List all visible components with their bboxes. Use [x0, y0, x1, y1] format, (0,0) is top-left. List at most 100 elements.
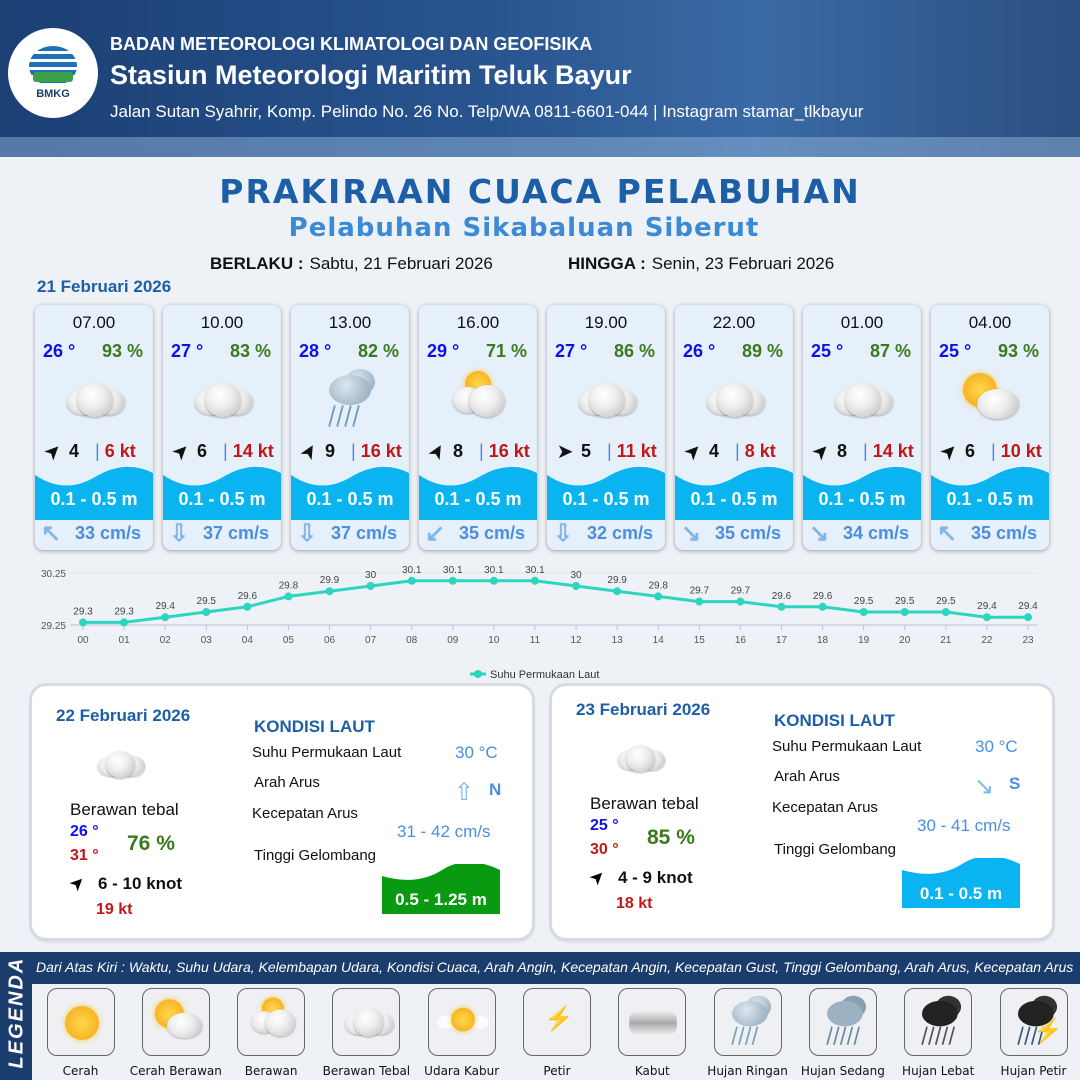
- gust-speed: 14 kt: [863, 441, 914, 462]
- x-tick-label: 18: [817, 635, 829, 646]
- sst-point: [859, 608, 868, 616]
- gust-speed: 14 kt: [223, 441, 274, 462]
- current-speed: 37 cm/s: [203, 523, 270, 543]
- sst-line: [83, 579, 1028, 624]
- legend-marker: [474, 670, 482, 678]
- wave-icon: [382, 864, 500, 914]
- petir-icon: ⚡: [523, 988, 591, 1056]
- x-tick-label: 14: [653, 635, 665, 646]
- x-tick-label: 22: [981, 635, 993, 646]
- wind-speed: 6: [965, 441, 976, 461]
- data-label: 29.4: [1018, 601, 1038, 612]
- air-temperature: 25 °: [811, 341, 844, 361]
- legend-item-label: Petir: [543, 1064, 571, 1078]
- wave-icon: [163, 466, 281, 520]
- x-tick-label: 20: [899, 635, 911, 646]
- humidity: 82 %: [357, 341, 399, 361]
- cerah-berawan-icon: [141, 988, 210, 1056]
- wind-direction-icon: ➤: [679, 438, 708, 466]
- forecast-card: 01.00 25 ° 87 % ➤ 8 14 kt 0.1 - 0.5 m ↘ …: [803, 305, 921, 550]
- sst-point: [736, 597, 745, 606]
- wind-speed: 8: [453, 441, 464, 461]
- wind-speed: 4 - 9 knot: [618, 868, 693, 887]
- wave-icon: [419, 466, 537, 520]
- hujan-sedang-icon: [808, 988, 877, 1056]
- berawan-tebal-weather-icon: [187, 367, 257, 431]
- legend-item-label: Berawan: [244, 1064, 298, 1078]
- max-temperature: 31 °: [70, 847, 99, 864]
- berawan-tebal-weather-icon: [699, 367, 769, 431]
- x-tick-label: 06: [324, 635, 336, 646]
- forecast-card: 19.00 27 ° 86 % ➤ 5 11 kt 0.1 - 0.5 m ⇩ …: [547, 305, 665, 550]
- valid-from-date: Sabtu, 21 Februari 2026: [309, 254, 493, 273]
- sst-point: [613, 587, 622, 596]
- legend-item: Cerah: [33, 988, 128, 1078]
- data-label: 29.6: [238, 591, 258, 602]
- legend-item-label: Hujan Petir: [1000, 1064, 1067, 1078]
- berawan-weather-icon: [443, 367, 513, 431]
- legend-item: Kabut: [605, 988, 700, 1078]
- wind-direction-icon: ➤: [64, 870, 90, 896]
- humidity: 71 %: [485, 341, 527, 361]
- humidity: 87 %: [869, 341, 911, 361]
- wave-height: 0.1 - 0.5 m: [306, 489, 394, 509]
- wind-direction-icon: ➤: [39, 438, 68, 466]
- gust-speed: 16 kt: [479, 441, 530, 462]
- wave-height: 0.1 - 0.5 m: [690, 489, 778, 509]
- sst-point: [530, 576, 539, 585]
- air-temperature: 27 °: [171, 341, 204, 361]
- wave-icon: [931, 466, 1049, 520]
- legend-item-label: Hujan Lebat: [902, 1064, 975, 1078]
- data-label: 29.6: [813, 591, 833, 602]
- sst-point: [120, 618, 129, 627]
- forecast-time: 13.00: [328, 313, 372, 332]
- legend-item: Hujan Ringan: [700, 988, 795, 1078]
- wind-direction-icon: ➤: [556, 441, 574, 463]
- wave-height: 0.1 - 0.5 m: [818, 489, 906, 509]
- data-label: 29.4: [977, 601, 997, 612]
- current-speed: 37 cm/s: [331, 523, 398, 543]
- x-tick-label: 12: [570, 635, 582, 646]
- data-label: 29.5: [854, 596, 874, 607]
- wave-height: 0.5 - 1.25 m: [395, 890, 487, 909]
- forecast-card: 16.00 29 ° 71 % ➤ 8 16 kt 0.1 - 0.5 m ↙ …: [419, 305, 537, 550]
- x-tick-label: 11: [530, 635, 541, 646]
- legend-item-label: Cerah Berawan: [129, 1064, 222, 1078]
- harbor-background: [0, 137, 1080, 157]
- wind-speed: 6: [197, 441, 208, 461]
- current-direction-icon: ↘: [681, 520, 702, 547]
- berawan-tebal-weather-icon: [612, 732, 682, 782]
- wind-direction-icon: ➤: [295, 438, 324, 465]
- sst-chart: 29.25 30.25 00 01 02 03 04 05 06 07 08 09 10 11 12 13 14…: [41, 565, 1038, 681]
- data-label: 29.9: [607, 575, 627, 586]
- x-tick-label: 17: [776, 635, 788, 646]
- current-speed: 30 - 41 cm/s: [917, 816, 1011, 835]
- humidity: 85 %: [647, 826, 695, 849]
- org-name: BADAN METEOROLOGI KLIMATOLOGI DAN GEOFIS…: [110, 34, 593, 54]
- data-label: 29.5: [936, 596, 956, 607]
- sst-label: Suhu Permukaan Laut: [772, 738, 922, 755]
- port-name: Pelabuhan Sikabaluan Siberut: [288, 213, 760, 243]
- x-tick-label: 08: [406, 635, 418, 646]
- legend-label: Suhu Permukaan Laut: [490, 669, 599, 681]
- wind-speed: 9: [325, 441, 336, 461]
- sst-point: [366, 582, 375, 590]
- humidity: 93 %: [101, 341, 143, 361]
- weather-condition: Berawan tebal: [590, 794, 699, 813]
- data-label: 29.7: [690, 586, 710, 597]
- gust-speed: 19 kt: [96, 901, 133, 918]
- current-direction-icon: ⇩: [553, 520, 574, 547]
- wave-icon: [291, 466, 409, 520]
- sst-point: [1024, 613, 1032, 622]
- x-tick-label: 16: [735, 635, 747, 646]
- data-label: 29.5: [895, 596, 915, 607]
- berawan-tebal-icon: [332, 988, 401, 1056]
- current-speed-label: Kecepatan Arus: [252, 805, 358, 822]
- current-direction-icon: ⇧: [454, 779, 475, 806]
- x-tick-label: 15: [694, 635, 706, 646]
- forecast-time: 07.00: [72, 313, 116, 332]
- max-temperature: 30 °: [590, 841, 619, 858]
- x-tick-label: 21: [940, 635, 952, 646]
- data-label: 29.3: [114, 606, 134, 617]
- data-label: 30: [365, 570, 377, 581]
